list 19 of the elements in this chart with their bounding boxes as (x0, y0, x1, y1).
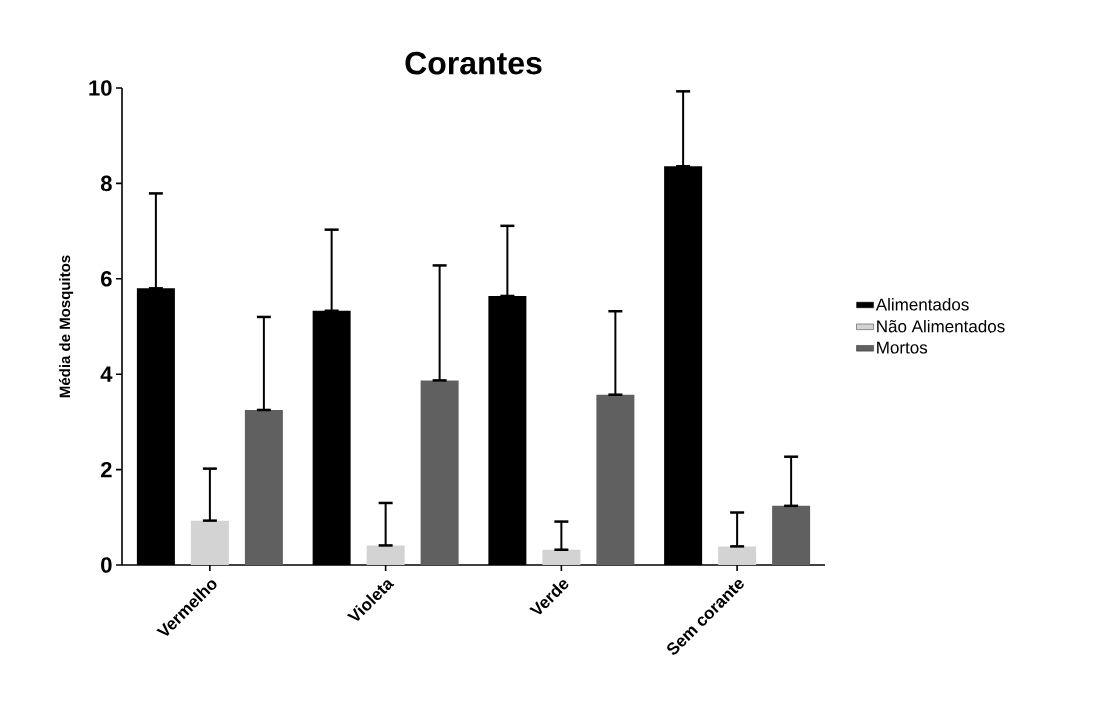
bar (596, 394, 635, 565)
bar (542, 549, 581, 565)
bar (772, 505, 811, 565)
bar (366, 545, 405, 565)
y-tick-label: 2 (101, 461, 112, 478)
y-tick-label: 6 (101, 271, 112, 287)
y-tick-label: 0 (101, 557, 112, 573)
legend-label: Alimentados (875, 298, 969, 311)
y-axis-title: Média de Mosquitos (59, 255, 74, 398)
y-tick-label: 8 (100, 175, 112, 192)
legend-label: Não Alimentados (877, 319, 1005, 333)
bar (420, 380, 459, 565)
y-tick-label: 10 (89, 80, 112, 96)
bar (718, 546, 757, 565)
bar (190, 520, 229, 565)
legend-label: Mortos (877, 341, 928, 354)
chart-title: Corantes (405, 51, 542, 75)
bar (244, 409, 283, 565)
y-tick-label: 4 (100, 366, 113, 382)
